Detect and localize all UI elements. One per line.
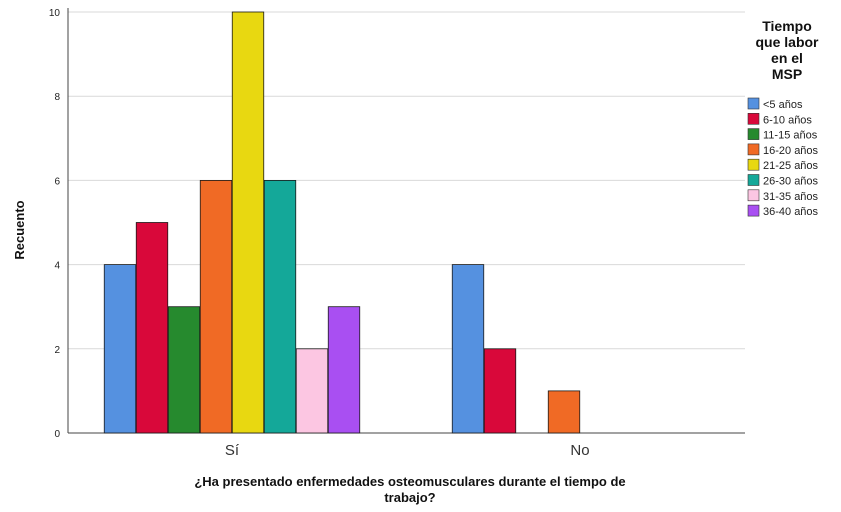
legend-label: 16-20 años (763, 145, 819, 157)
tick-labels: 0 2 4 6 8 10 (49, 8, 61, 440)
x-category-label: No (570, 442, 589, 459)
legend-title-line-2: que labor (755, 34, 819, 50)
bar-No-6-10 años (483, 348, 517, 434)
y-tick-label: 10 (49, 8, 61, 19)
legend-swatch (747, 174, 760, 186)
bar-No-<5 años (451, 264, 485, 434)
legend-title-line-4: MSP (772, 66, 802, 82)
legend-label: 21-25 años (763, 160, 819, 172)
legend-swatch (747, 204, 760, 217)
legend-title-line-1: Tiempo (762, 18, 812, 34)
bar-Sí-<5 años (103, 264, 137, 434)
legend-items: <5 años 6-10 años 11-15 años 16-20 años 21-2… (747, 97, 819, 218)
legend-swatch (747, 97, 760, 110)
y-tick-label: 2 (54, 345, 60, 356)
y-axis-title: Recuento (12, 200, 27, 259)
legend-swatch (747, 113, 760, 125)
legend-swatch (747, 189, 760, 202)
bar-Sí-21-25 años (231, 11, 265, 434)
legend-swatch (747, 158, 760, 171)
legend-label: 31-35 años (763, 191, 819, 203)
bar-No-16-20 años (547, 390, 581, 434)
bar-Sí-11-15 años (167, 306, 201, 434)
bar-Sí-6-10 años (135, 222, 169, 434)
bars (103, 11, 581, 434)
legend-label: <5 años (763, 99, 803, 111)
x-axis-title-line-2: trabajo? (384, 490, 435, 505)
bar-Sí-26-30 años (263, 179, 297, 434)
legend-swatch (747, 128, 760, 140)
bar-Sí-16-20 años (199, 179, 233, 434)
legend-title-line-3: en el (771, 50, 803, 66)
legend-label: 26-30 años (763, 176, 819, 188)
y-tick-label: 4 (54, 261, 60, 272)
bar-Sí-36-40 años (327, 306, 361, 434)
legend-label: 36-40 años (763, 206, 819, 218)
x-axis-title-line-1: ¿Ha presentado enfermedades osteomuscula… (194, 474, 625, 489)
category-labels: Sí No (225, 442, 590, 459)
y-tick-label: 6 (54, 176, 60, 187)
legend-label: 6-10 años (763, 114, 812, 126)
legend-label: 11-15 años (763, 130, 818, 142)
x-category-label: Sí (225, 442, 240, 459)
y-tick-label: 8 (54, 92, 60, 103)
legend: Tiempo que labor en el MSP <5 años 6-10 a… (747, 18, 819, 218)
gridlines (68, 11, 745, 350)
y-tick-label: 0 (54, 429, 60, 440)
bar-Sí-31-35 años (295, 348, 329, 434)
legend-swatch (747, 143, 760, 156)
